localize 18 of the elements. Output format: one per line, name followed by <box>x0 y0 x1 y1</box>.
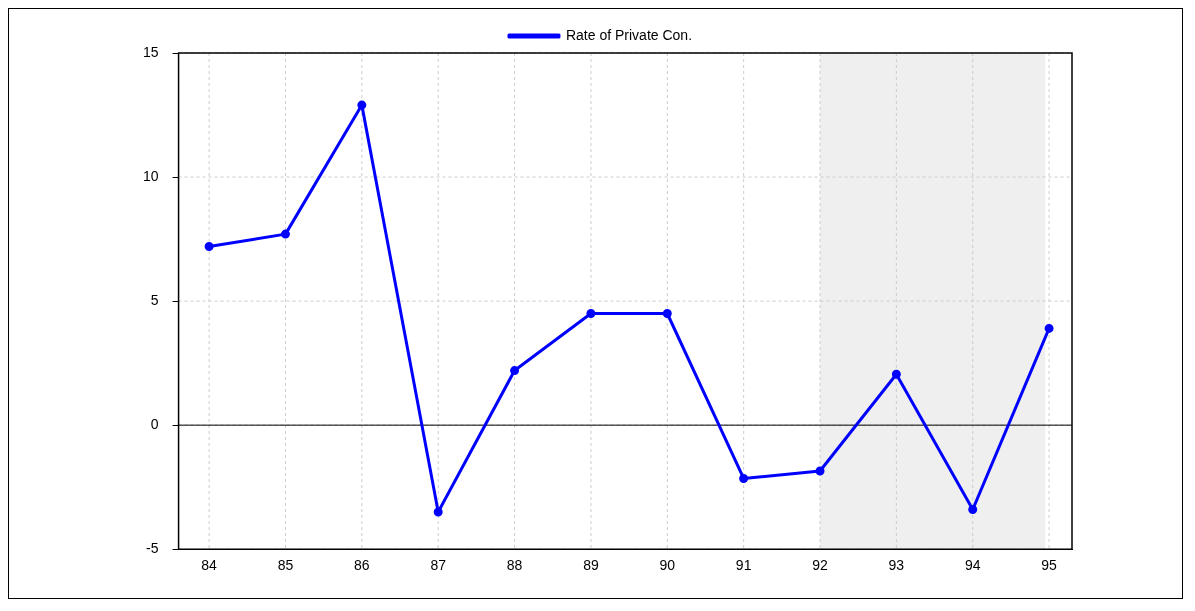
x-tick-label: 86 <box>354 557 370 574</box>
x-tick-label: 93 <box>888 557 905 574</box>
x-tick-label: 95 <box>1041 557 1058 574</box>
x-tick-label: 90 <box>659 557 676 574</box>
y-tick-label: 0 <box>150 416 159 433</box>
x-tick-label: 84 <box>201 557 218 574</box>
x-tick-label: 94 <box>964 557 981 574</box>
legend-label: Rate of Private Con. <box>565 26 693 43</box>
x-tick-label: 91 <box>735 557 752 574</box>
y-tick-label: 10 <box>142 167 159 184</box>
y-tick-label: 15 <box>142 43 159 60</box>
x-tick-label: 89 <box>583 557 599 574</box>
y-tick-label: -5 <box>146 540 159 557</box>
x-tick-label: 88 <box>506 557 523 574</box>
x-tick-label: 87 <box>430 557 447 574</box>
x-tick-label: 85 <box>277 557 294 574</box>
y-tick-label: 5 <box>150 291 159 308</box>
x-tick-label: 92 <box>812 557 828 574</box>
